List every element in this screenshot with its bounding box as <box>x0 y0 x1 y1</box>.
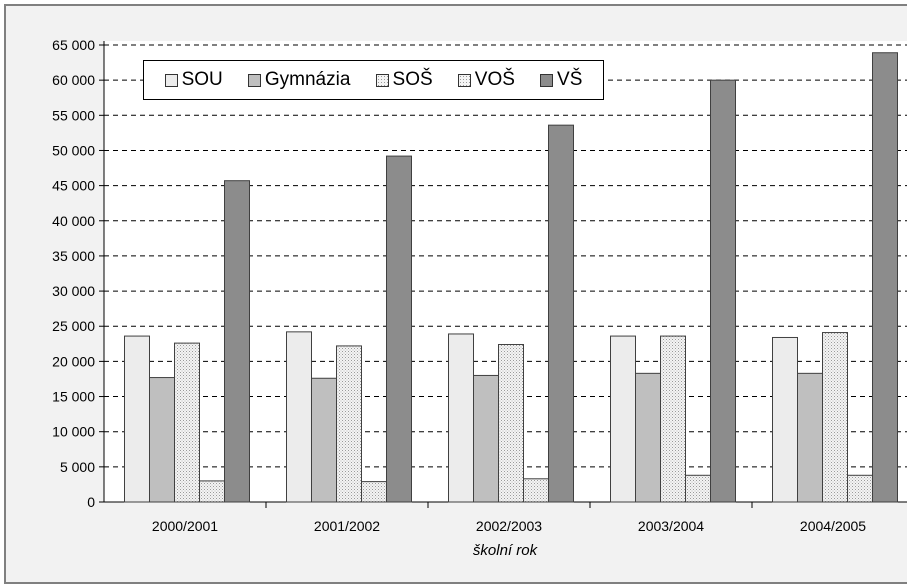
bar-sou-2 <box>448 333 474 503</box>
bar-gymnázia-0 <box>149 377 175 503</box>
y-tick-label: 5 000 <box>60 459 95 475</box>
y-tick-label: 20 000 <box>52 353 95 369</box>
bar-voš-4 <box>847 474 873 503</box>
x-tick-label: 2000/2001 <box>152 518 218 534</box>
legend-item-soš: SOŠ <box>375 69 433 91</box>
legend-label: SOŠ <box>392 69 433 90</box>
legend-item-sou: SOU <box>164 69 223 91</box>
legend-swatch <box>164 73 178 87</box>
x-tick-label: 2002/2003 <box>476 518 542 534</box>
legend-item-vš: VŠ <box>540 69 582 91</box>
bar-chart: 0 5 000 10 000 15 000 20 000 25 000 30 000 35 0… <box>52 37 907 559</box>
legend-swatch <box>540 73 554 87</box>
bar-voš-2 <box>523 478 549 503</box>
legend-swatch <box>247 73 261 87</box>
x-tick-label: 2004/2005 <box>800 518 866 534</box>
bar-gymnázia-3 <box>635 372 661 503</box>
bar-vš-3 <box>710 79 736 503</box>
bar-gymnázia-4 <box>797 372 823 503</box>
y-tick-label: 40 000 <box>52 213 95 229</box>
y-tick-label: 55 000 <box>52 107 95 123</box>
bar-gymnázia-2 <box>473 374 499 503</box>
bar-gymnázia-1 <box>311 377 337 503</box>
x-tick-label: 2001/2002 <box>314 518 380 534</box>
bar-voš-3 <box>685 474 711 503</box>
y-tick-label: 35 000 <box>52 248 95 264</box>
legend-label: VOŠ <box>474 69 515 90</box>
y-tick-label: 45 000 <box>52 178 95 194</box>
legend-label: VŠ <box>557 69 583 90</box>
y-tick-label: 10 000 <box>52 424 95 440</box>
chart-legend: SOU Gymnázia SOŠ VOŠ VŠ <box>143 60 604 100</box>
bar-vš-1 <box>386 155 412 503</box>
y-tick-label: 60 000 <box>52 72 95 88</box>
legend-item-gymnázia: Gymnázia <box>247 69 351 91</box>
bar-sou-1 <box>286 331 312 503</box>
bar-vš-4 <box>872 52 898 503</box>
bar-sou-3 <box>610 335 636 503</box>
bar-soš-1 <box>336 345 362 503</box>
legend-item-voš: VOŠ <box>457 69 515 91</box>
legend-swatch <box>375 73 389 87</box>
legend-label: Gymnázia <box>264 69 351 90</box>
y-tick-label: 25 000 <box>52 318 95 334</box>
bar-soš-4 <box>822 332 848 503</box>
y-tick-label: 50 000 <box>52 142 95 158</box>
bar-voš-1 <box>361 481 387 503</box>
bar-soš-3 <box>660 335 686 503</box>
legend-label: SOU <box>181 69 223 90</box>
y-tick-label: 30 000 <box>52 283 95 299</box>
bar-vš-0 <box>224 180 250 503</box>
x-tick-label: 2003/2004 <box>638 518 704 534</box>
bar-soš-0 <box>174 342 200 503</box>
y-tick-label: 65 000 <box>52 37 95 53</box>
bar-vš-2 <box>548 124 574 503</box>
bar-sou-4 <box>772 336 798 503</box>
y-tick-label: 0 <box>87 494 95 510</box>
legend-swatch <box>457 73 471 87</box>
x-axis-title: školní rok <box>473 542 539 559</box>
bar-voš-0 <box>199 480 225 503</box>
bar-sou-0 <box>124 335 150 503</box>
y-tick-label: 15 000 <box>52 389 95 405</box>
bar-soš-2 <box>498 344 524 503</box>
